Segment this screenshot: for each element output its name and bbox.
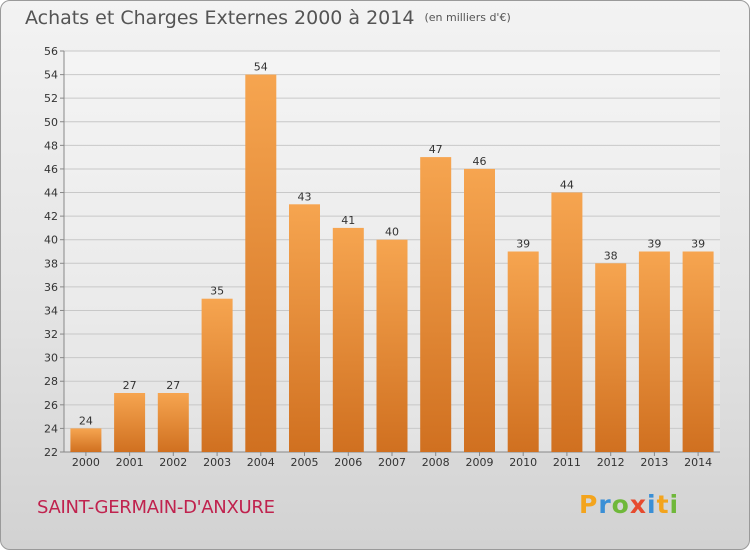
x-tick-label: 2003 <box>203 456 231 469</box>
x-tick-label: 2013 <box>640 456 668 469</box>
y-tick-label: 32 <box>44 328 58 341</box>
y-tick-label: 44 <box>44 187 58 200</box>
x-tick-label: 2007 <box>378 456 406 469</box>
x-tick-label: 2009 <box>466 456 494 469</box>
logo-letter: o <box>611 490 630 519</box>
data-label-2013: 39 <box>647 238 661 251</box>
data-label-2006: 41 <box>341 214 355 227</box>
bar-2005 <box>289 204 320 452</box>
y-tick-label: 52 <box>44 92 58 105</box>
data-label-2012: 38 <box>604 249 618 262</box>
bar-2014 <box>682 251 714 452</box>
y-tick-label: 30 <box>44 352 58 365</box>
y-tick-label: 28 <box>44 375 58 388</box>
x-tick-label: 2006 <box>334 456 362 469</box>
bar-2002 <box>157 393 189 452</box>
logo-letter: P <box>579 490 599 519</box>
bar-2013 <box>638 251 670 452</box>
logo-letter: t <box>656 490 670 519</box>
title-row: Achats et Charges Externes 2000 à 2014 (e… <box>25 7 511 29</box>
data-label-2002: 27 <box>166 379 180 392</box>
y-tick-label: 42 <box>44 210 58 223</box>
data-label-2009: 46 <box>473 155 487 168</box>
bar-2008 <box>420 157 452 452</box>
data-label-2007: 40 <box>385 226 399 239</box>
data-label-2001: 27 <box>123 379 137 392</box>
chart-title: Achats et Charges Externes 2000 à 2014 <box>25 7 415 29</box>
data-label-2003: 35 <box>210 285 224 298</box>
y-tick-label: 50 <box>44 116 58 129</box>
bar-2010 <box>507 251 539 452</box>
y-tick-label: 48 <box>44 139 58 152</box>
logo-letter: i <box>647 490 657 519</box>
logo-letter: i <box>669 490 680 519</box>
y-tick-label: 26 <box>44 399 58 412</box>
data-label-2010: 39 <box>516 238 530 251</box>
data-label-2008: 47 <box>429 143 443 156</box>
place-name: SAINT-GERMAIN-D'ANXURE <box>37 497 275 518</box>
data-label-2005: 43 <box>298 190 312 203</box>
logo-letter: r <box>598 490 612 519</box>
data-label-2014: 39 <box>691 238 705 251</box>
proxiti-logo: Proxiti <box>579 490 679 519</box>
x-tick-label: 2002 <box>159 456 187 469</box>
x-tick-label: 2010 <box>509 456 537 469</box>
y-tick-label: 56 <box>44 45 58 58</box>
x-tick-label: 2011 <box>553 456 581 469</box>
y-tick-label: 22 <box>44 446 58 459</box>
chart-subtitle: (en milliers d'€) <box>424 11 511 24</box>
bar-2001 <box>114 393 146 452</box>
y-tick-label: 38 <box>44 257 58 270</box>
bar-2009 <box>464 168 495 452</box>
bar-2000 <box>70 428 102 452</box>
x-tick-label: 2001 <box>116 456 144 469</box>
data-label-2011: 44 <box>560 179 574 192</box>
x-tick-label: 2004 <box>247 456 275 469</box>
logo-letter: x <box>629 490 647 519</box>
x-tick-label: 2005 <box>291 456 319 469</box>
y-tick-label: 36 <box>44 281 58 294</box>
bar-2003 <box>201 298 233 452</box>
bar-2011 <box>551 192 583 452</box>
y-tick-label: 46 <box>44 163 58 176</box>
bar-2007 <box>376 239 408 452</box>
x-tick-label: 2014 <box>684 456 712 469</box>
bar-2012 <box>595 263 627 452</box>
data-label-2004: 54 <box>254 61 268 74</box>
bar-2004 <box>245 74 277 452</box>
x-tick-label: 2012 <box>597 456 625 469</box>
y-tick-label: 54 <box>44 69 58 82</box>
bar-2006 <box>332 227 364 452</box>
y-tick-label: 34 <box>44 304 58 317</box>
x-tick-label: 2008 <box>422 456 450 469</box>
data-label-2000: 24 <box>79 414 93 427</box>
x-tick-label: 2000 <box>72 456 100 469</box>
y-tick-label: 24 <box>44 422 58 435</box>
y-tick-label: 40 <box>44 234 58 247</box>
